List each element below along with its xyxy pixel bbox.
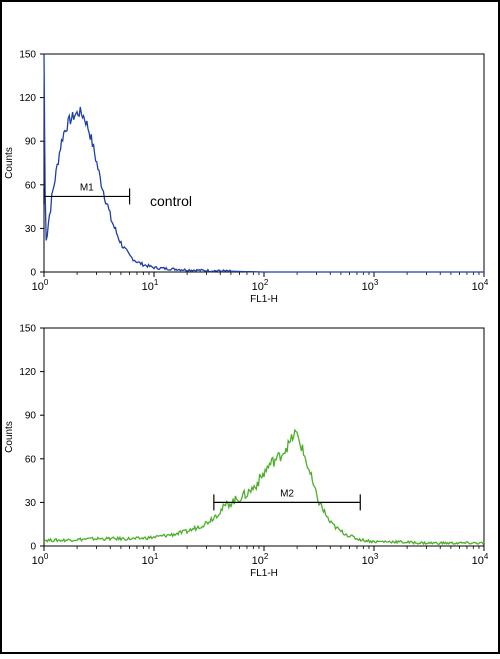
series-line-control [43, 54, 484, 273]
x-tick-exponent: 3 [374, 552, 379, 561]
x-axis-ticks: 100 101 102 103 104 [32, 272, 489, 293]
x-tick-label: 101 [142, 278, 159, 293]
x-tick-exponent: 4 [484, 552, 489, 561]
y-axis-ticks: 0 30 60 90 120 150 [19, 324, 44, 553]
x-tick-exponent: 4 [484, 278, 489, 287]
y-tick-label: 30 [25, 498, 37, 509]
y-axis-ticks: 0 30 60 90 120 150 [19, 50, 44, 279]
annotation-control: control [150, 193, 192, 209]
gate-marker-m2: M2 [213, 488, 361, 511]
x-tick-exponent: 1 [154, 552, 159, 561]
x-tick-label: 102 [252, 552, 269, 567]
y-tick-label: 120 [19, 367, 36, 378]
y-tick-label: 150 [19, 50, 36, 61]
x-tick-base: 10 [32, 555, 44, 567]
x-axis-ticks: 100 101 102 103 104 [32, 546, 489, 567]
y-tick-label: 90 [25, 137, 37, 148]
x-tick-label: 100 [32, 278, 49, 293]
x-tick-base: 10 [472, 281, 484, 293]
x-axis-title: FL1-H [250, 568, 278, 579]
marker-label: M1 [80, 182, 94, 193]
x-axis-title: FL1-H [250, 294, 278, 305]
x-tick-base: 10 [142, 281, 154, 293]
x-tick-exponent: 2 [264, 552, 269, 561]
x-tick-base: 10 [362, 281, 374, 293]
x-tick-base: 10 [32, 281, 44, 293]
x-tick-exponent: 1 [154, 278, 159, 287]
x-tick-label: 101 [142, 552, 159, 567]
y-tick-label: 0 [30, 542, 36, 553]
y-tick-label: 60 [25, 454, 37, 465]
x-tick-base: 10 [252, 555, 264, 567]
x-tick-base: 10 [252, 281, 264, 293]
gate-marker-m1: M1 [43, 182, 131, 205]
x-tick-exponent: 3 [374, 278, 379, 287]
y-tick-label: 150 [19, 324, 36, 335]
x-tick-base: 10 [362, 555, 374, 567]
x-tick-label: 104 [472, 278, 489, 293]
y-tick-label: 90 [25, 411, 37, 422]
x-tick-exponent: 2 [264, 278, 269, 287]
x-tick-label: 100 [32, 552, 49, 567]
plot-area [43, 327, 485, 547]
y-axis-title: Counts [4, 147, 15, 179]
x-tick-exponent: 0 [44, 552, 49, 561]
plot-area [43, 53, 485, 273]
x-tick-label: 102 [252, 278, 269, 293]
y-axis-title: Counts [4, 421, 15, 453]
x-tick-base: 10 [142, 555, 154, 567]
x-tick-label: 104 [472, 552, 489, 567]
y-tick-label: 120 [19, 93, 36, 104]
y-tick-label: 0 [30, 268, 36, 279]
series-line-sample [43, 428, 485, 546]
y-tick-label: 60 [25, 180, 37, 191]
x-tick-base: 10 [472, 555, 484, 567]
x-tick-label: 103 [362, 278, 379, 293]
marker-label: M2 [280, 488, 294, 499]
x-tick-exponent: 0 [44, 278, 49, 287]
x-tick-label: 103 [362, 552, 379, 567]
y-tick-label: 30 [25, 224, 37, 235]
